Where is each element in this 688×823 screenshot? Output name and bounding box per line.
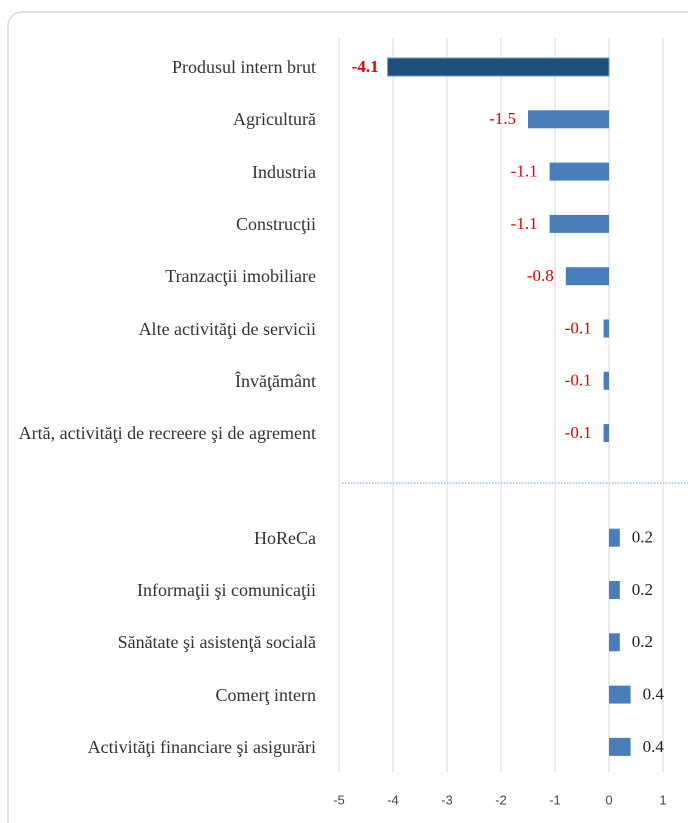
x-tick-label: 1 xyxy=(659,792,666,807)
value-label: -1.1 xyxy=(511,162,538,181)
category-text: Sănătate şi asistenţă socială xyxy=(117,632,316,653)
value-label: -4.1 xyxy=(352,57,379,76)
bar xyxy=(549,214,609,233)
value-label: 0.2 xyxy=(632,632,653,651)
category-label: Comerţ intern xyxy=(10,665,316,725)
category-text: Agricultură xyxy=(233,109,316,130)
value-label: 0.4 xyxy=(643,685,665,704)
category-text: Industria xyxy=(252,161,316,182)
x-tick-label: 0 xyxy=(605,792,612,807)
category-label: HoReCa xyxy=(10,508,316,568)
category-label: Construcţii xyxy=(10,194,316,254)
category-label: Tranzacţii imobiliare xyxy=(10,246,316,306)
category-text: Tranzacţii imobiliare xyxy=(165,266,316,287)
bar xyxy=(528,110,609,129)
value-label: -1.1 xyxy=(511,214,538,233)
x-tick-label: -2 xyxy=(495,792,507,807)
category-label: Învăţământ xyxy=(10,351,316,411)
category-label: Alte activităţi de servicii xyxy=(10,299,316,359)
value-label: 0.4 xyxy=(643,737,665,756)
bar xyxy=(387,57,610,77)
x-tick-label: -4 xyxy=(387,792,399,807)
x-tick-label: -5 xyxy=(333,792,345,807)
category-label: Activităţi financiare şi asigurări xyxy=(10,717,316,777)
category-text: Produsul intern brut xyxy=(172,57,316,77)
x-tick-label: -3 xyxy=(441,792,453,807)
category-label: Informaţii şi comunicaţii xyxy=(10,560,316,620)
category-text: Informaţii şi comunicaţii xyxy=(137,580,316,600)
value-label: -1.5 xyxy=(489,109,516,128)
bar xyxy=(603,424,609,443)
bar xyxy=(609,581,620,599)
category-text: Construcţii xyxy=(236,213,316,234)
bar xyxy=(609,737,631,756)
value-label: -0.1 xyxy=(565,423,592,442)
value-label: -0.1 xyxy=(565,371,592,390)
value-label: -0.8 xyxy=(527,266,554,285)
bar xyxy=(609,633,620,652)
category-label: Industria xyxy=(10,142,316,202)
bar xyxy=(603,319,609,338)
bar xyxy=(603,371,609,390)
category-text: Învăţământ xyxy=(235,370,316,391)
bar xyxy=(549,162,609,181)
bar xyxy=(565,267,609,286)
category-text: Alte activităţi de servicii xyxy=(138,318,316,339)
bar xyxy=(609,528,620,547)
value-label: 0.2 xyxy=(632,528,653,547)
category-text: Artă, activităţi de recreere şi de agrem… xyxy=(18,423,316,444)
category-text: Activităţi financiare şi asigurări xyxy=(87,736,316,757)
category-text: Comerţ intern xyxy=(215,684,316,705)
value-label: -0.1 xyxy=(565,318,592,337)
category-label: Sănătate şi asistenţă socială xyxy=(10,612,316,672)
category-text: HoReCa xyxy=(254,527,316,548)
x-tick-label: -1 xyxy=(549,792,561,807)
category-label: Agricultură xyxy=(10,89,316,149)
bar xyxy=(609,685,631,704)
frame xyxy=(7,11,688,823)
category-label: Artă, activităţi de recreere şi de agrem… xyxy=(10,403,316,463)
category-label: Produsul intern brut xyxy=(10,37,316,97)
value-label: 0.2 xyxy=(632,580,653,599)
